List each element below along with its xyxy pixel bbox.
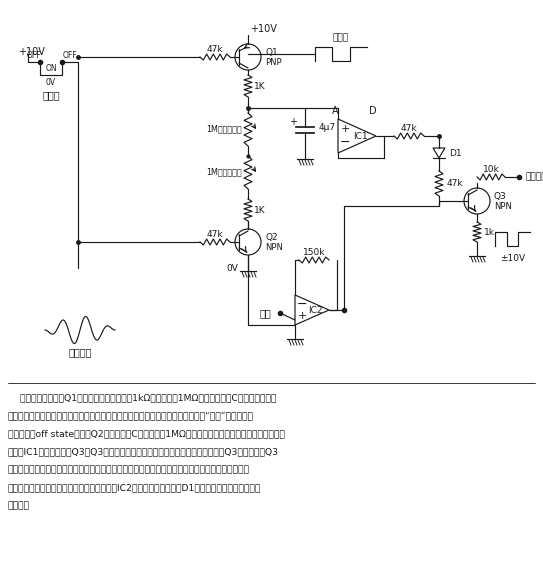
Text: 门电压: 门电压 <box>333 34 349 43</box>
Text: −: − <box>297 298 307 311</box>
Text: 处于关态（off state）时，Q2导通，电容C通过另一个1MΩ电位器对地放电。由电容充放电所形成的: 处于关态（off state）时，Q2导通，电容C通过另一个1MΩ电位器对地放电… <box>8 429 285 438</box>
Text: ON: ON <box>45 64 57 72</box>
Text: 47k: 47k <box>401 123 418 133</box>
Text: 音频输入: 音频输入 <box>525 172 543 182</box>
Text: NPN: NPN <box>265 242 283 251</box>
Text: 1k: 1k <box>484 228 495 237</box>
Text: OFF: OFF <box>27 51 41 60</box>
Text: IC2: IC2 <box>308 306 323 315</box>
Text: +: + <box>289 117 297 127</box>
Text: 47k: 47k <box>207 44 223 53</box>
Text: 该电位器即可改变上升时间常数。快速的上升产生一个撞击声，缓慢的上升则产生“混响”。当门电压: 该电位器即可改变上升时间常数。快速的上升产生一个撞击声，缓慢的上升则产生“混响”… <box>8 411 254 420</box>
Text: 1M（上升沿）: 1M（上升沿） <box>206 125 242 134</box>
Text: 0V: 0V <box>226 263 238 273</box>
Text: 输出包络: 输出包络 <box>68 347 92 357</box>
Polygon shape <box>433 148 445 158</box>
Text: 当门电压加入时，Q1导通，并且通过一个与1kΩ电阴串联的1MΩ电位器对电容C进行充电，调节: 当门电压加入时，Q1导通，并且通过一个与1kΩ电阴串联的1MΩ电位器对电容C进行… <box>8 393 276 402</box>
Text: 1K: 1K <box>254 205 266 215</box>
Text: IC1: IC1 <box>353 131 368 141</box>
Text: Q3: Q3 <box>494 192 507 200</box>
Text: 47k: 47k <box>447 179 464 188</box>
Text: 47k: 47k <box>207 229 223 238</box>
Text: OFF: OFF <box>62 51 77 60</box>
Text: Q2: Q2 <box>265 233 277 241</box>
Text: PNP: PNP <box>265 57 282 67</box>
Text: 1M（下降沿）: 1M（下降沿） <box>206 167 242 176</box>
Text: 0V: 0V <box>46 77 56 86</box>
Text: ±10V: ±10V <box>501 254 526 262</box>
Text: +: + <box>340 124 350 134</box>
Text: 4μ7: 4μ7 <box>319 122 336 131</box>
Text: 150k: 150k <box>303 248 325 257</box>
Text: D: D <box>369 106 377 116</box>
Text: 包络被IC1缓冲，并送给Q3。Q3在此是一个晶体管斩波器。波形为方波的乐音加到Q3的基极，使Q3: 包络被IC1缓冲，并送给Q3。Q3在此是一个晶体管斩波器。波形为方波的乐音加到Q… <box>8 447 279 456</box>
Text: 衰减掉。: 衰减掉。 <box>8 501 30 510</box>
Text: Q1: Q1 <box>265 47 278 56</box>
Text: +10V: +10V <box>250 24 277 34</box>
Text: 输出: 输出 <box>259 308 271 318</box>
Text: 振幅与包络相同，并且具有方波的谐波结构。IC2对信号进行缓冲，而D1则保证在音调的末尾把包络: 振幅与包络相同，并且具有方波的谐波结构。IC2对信号进行缓冲，而D1则保证在音调… <box>8 483 261 492</box>
Text: 导通或截止，从而使包络在规定的区间内被切割。切割区间的大小由方波的占空比决定。合成波形的: 导通或截止，从而使包络在规定的区间内被切割。切割区间的大小由方波的占空比决定。合… <box>8 465 250 474</box>
Text: −: − <box>340 137 350 149</box>
Text: 门电压: 门电压 <box>42 90 60 100</box>
Text: +: + <box>298 311 307 321</box>
Text: D1: D1 <box>449 149 462 158</box>
Text: 1K: 1K <box>254 81 266 90</box>
Text: 10k: 10k <box>483 164 500 174</box>
Text: A: A <box>332 106 338 116</box>
Text: +10V: +10V <box>18 47 45 57</box>
Text: NPN: NPN <box>494 201 512 211</box>
